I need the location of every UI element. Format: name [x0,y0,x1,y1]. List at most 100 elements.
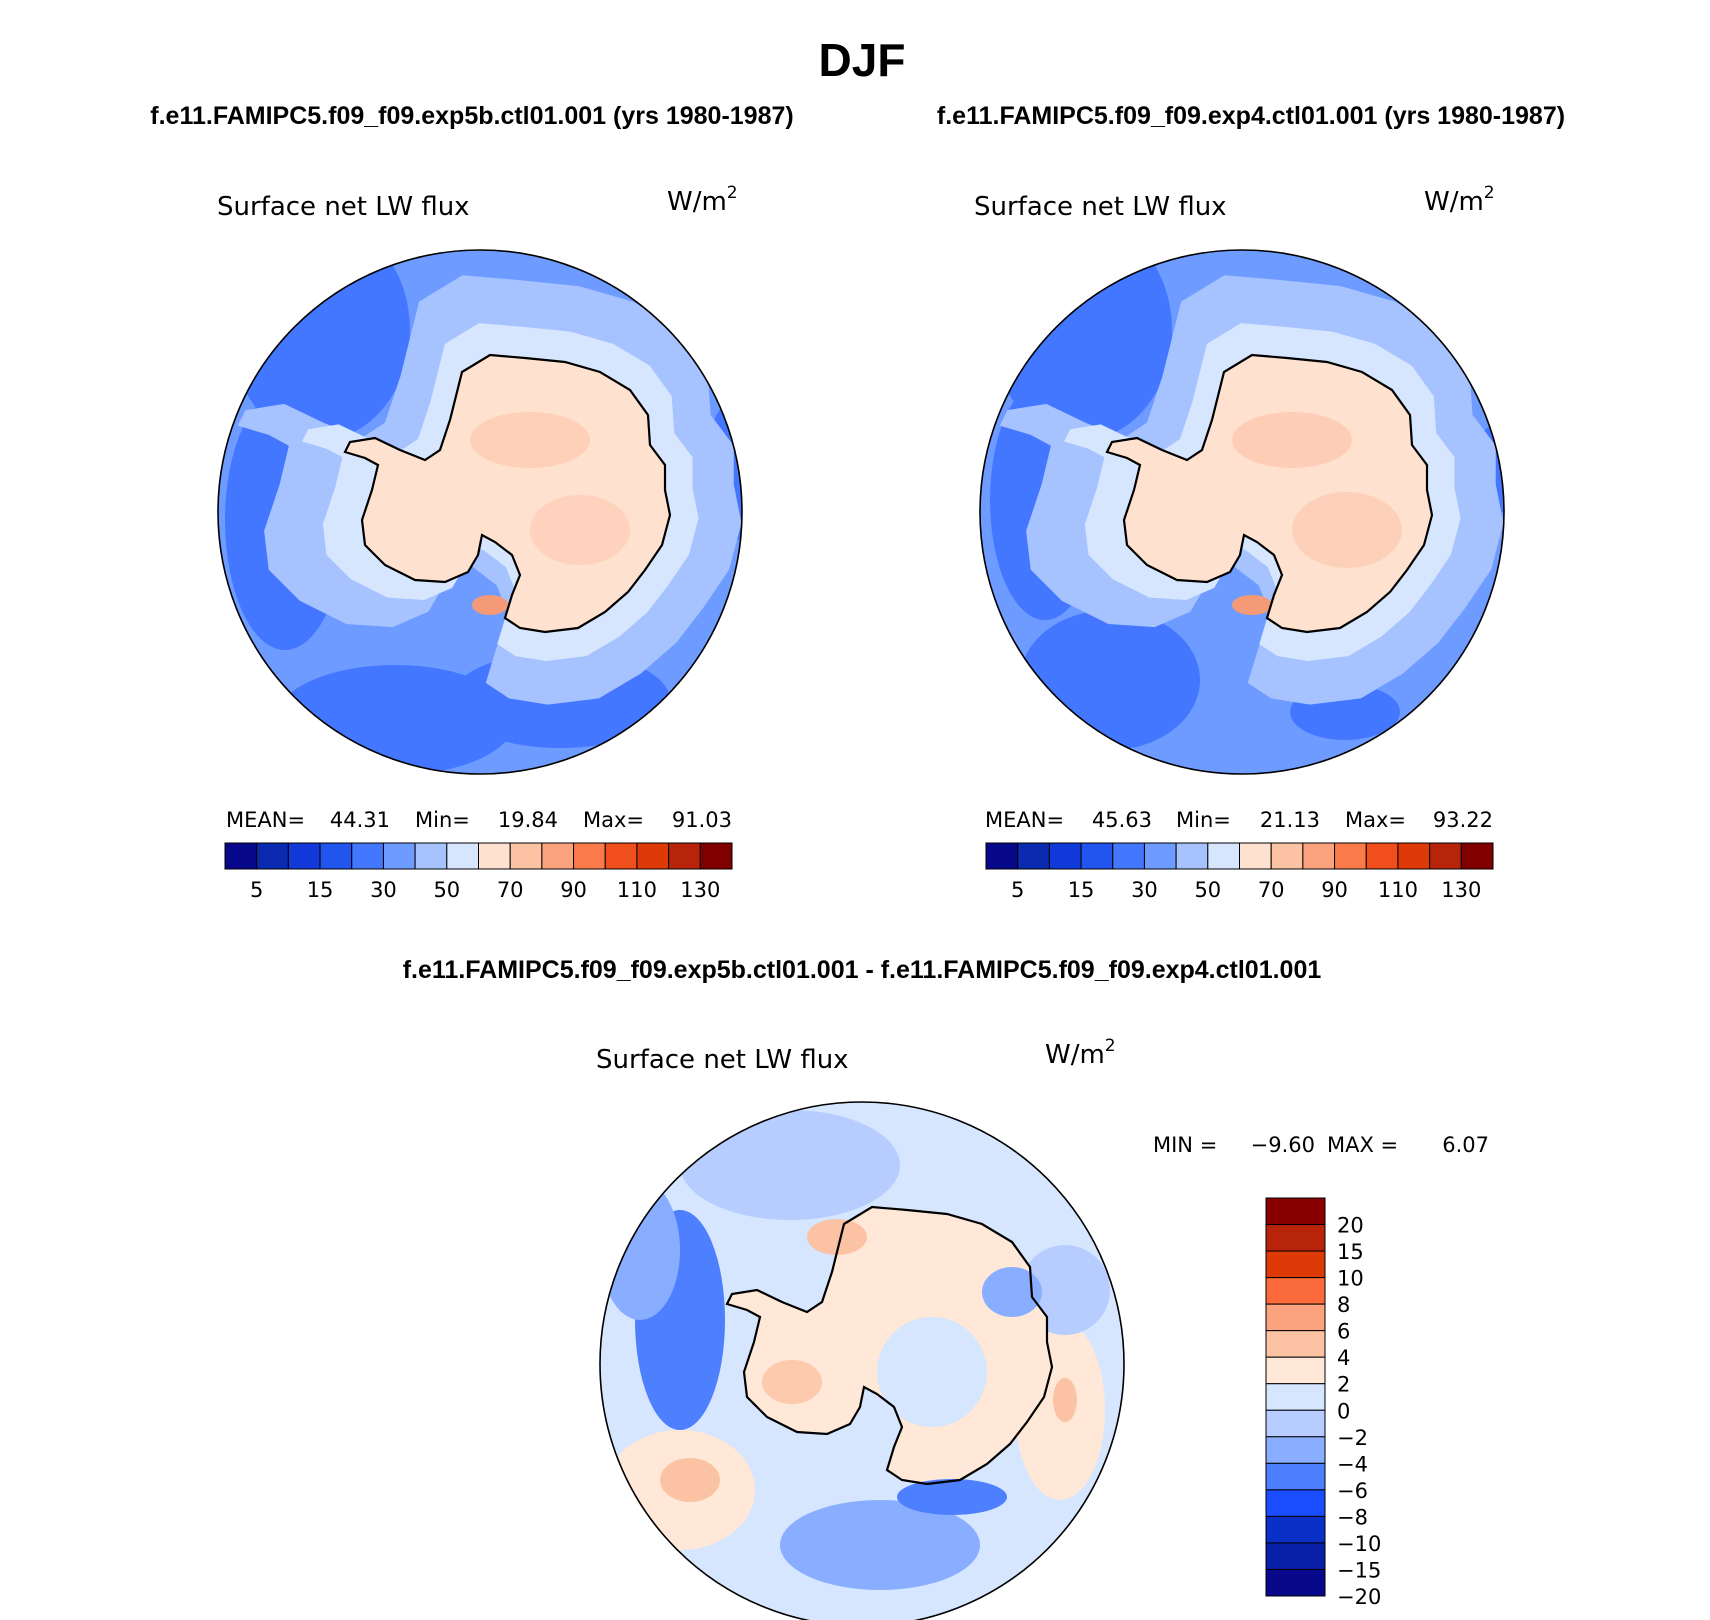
diff-colorbar-swatch [1265,1356,1326,1385]
diff-colorbar-swatch [1265,1383,1326,1411]
diff-colorbar-tick-label: 6 [1337,1320,1350,1344]
diff-map-border [599,1101,1125,1620]
panel2-colorbar-swatch [1270,842,1304,870]
panel1-mean-label: MEAN= [226,808,305,832]
panel1-colorbar-tick-label: 30 [370,878,397,902]
panel1-colorbar-swatch [541,842,575,870]
panel1-colorbar-tick-label: 5 [250,878,263,902]
panel1-colorbar-swatch [382,842,416,870]
diff-colorbar-swatch [1265,1515,1326,1544]
panel2-map-border [979,249,1505,775]
diff-colorbar-tick-label: 15 [1337,1240,1364,1264]
panel1-colorbar-swatch [509,842,543,870]
panel2-min-value: 21.13 [1260,808,1320,832]
panel1-max-label: Max= [583,808,644,832]
diff-map [600,1102,1124,1620]
diff-colorbar-swatch [1265,1462,1326,1491]
diff-colorbar-tick-label: 0 [1337,1399,1350,1423]
panel2-colorbar: 5 15 30 50 70 90 110 130 [985,842,1494,902]
panel1-colorbar-tick-label: 50 [433,878,460,902]
panel1-colorbar-swatch [224,842,258,870]
diff-colorbar-tick-label: 20 [1337,1214,1364,1238]
panel2-colorbar-tick-label: 15 [1068,878,1095,902]
panel1-colorbar-swatch [604,842,638,870]
panel2-colorbar-swatch [1239,842,1272,870]
panel2-max-value: 93.22 [1433,808,1493,832]
panel2-colorbar-tick-label: 70 [1258,878,1285,902]
main-title: DJF [819,34,906,86]
diff-colorbar-tick-label: −6 [1337,1479,1368,1503]
panel1-mean-value: 44.31 [330,808,390,832]
panel1-map [218,250,742,774]
panel1-colorbar-swatch [287,842,321,870]
panel2-colorbar-swatch [1080,842,1114,870]
panel1-colorbar-tick-label: 110 [617,878,657,902]
panel2-colorbar-tick-label: 30 [1131,878,1158,902]
panel2: Surface net LW flux W/m2 MEAN= 45.63 Min… [974,183,1505,902]
diff-case-title: f.e11.FAMIPC5.f09_f09.exp5b.ctl01.001 - … [403,956,1322,984]
panel2-map [980,250,1504,774]
panel2-colorbar-tick-label: 130 [1441,878,1481,902]
panel2-colorbar-swatch [1365,842,1399,870]
diff-colorbar-swatch [1265,1224,1326,1252]
panel2-field-label: Surface net LW flux [974,192,1227,222]
panel1-colorbar-tick-label: 90 [560,878,587,902]
panel1-colorbar-swatch [256,842,289,870]
diff-colorbar-swatch [1265,1197,1326,1226]
diff-colorbar-swatch [1265,1489,1326,1517]
diff-colorbar-tick-label: 4 [1337,1346,1350,1370]
diff-colorbar-tick-label: −8 [1337,1505,1368,1529]
panel1-colorbar-tick-label: 70 [497,878,524,902]
panel2-colorbar-swatch [1017,842,1050,870]
diff-panel: Surface net LW flux W/m2 MIN [596,1036,1489,1620]
panel1-case-title: f.e11.FAMIPC5.f09_f09.exp5b.ctl01.001 (y… [150,102,793,130]
diff-colorbar-tick-label: −15 [1337,1558,1381,1582]
panel1-colorbar-swatch [319,842,353,870]
diff-colorbar-swatch [1265,1330,1326,1358]
panel1-colorbar-swatch [446,842,479,870]
panel2-colorbar-swatch [985,842,1019,870]
panel2-case-title: f.e11.FAMIPC5.f09_f09.exp4.ctl01.001 (yr… [937,102,1565,130]
panel1-min-label: Min= [415,808,470,832]
panel2-colorbar-tick-label: 5 [1011,878,1024,902]
panel2-colorbar-swatch [1334,842,1367,870]
diff-field-label: Surface net LW flux [596,1045,849,1075]
panel1-colorbar-tick-label: 15 [307,878,334,902]
panel1-colorbar-tick-label: 130 [680,878,720,902]
panel1-colorbar-swatch [699,842,733,870]
panel1-colorbar-swatch [668,842,701,870]
diff-colorbar-tick-label: −20 [1337,1585,1381,1609]
panel1-units: W/m2 [667,183,738,217]
panel2-colorbar-swatch [1460,842,1494,870]
panel2-units: W/m2 [1424,183,1495,217]
panel2-colorbar-tick-label: 90 [1321,878,1348,902]
panel2-min-label: Min= [1176,808,1231,832]
panel1-colorbar-swatch [478,842,511,870]
diff-colorbar-swatch [1265,1277,1326,1305]
panel1-colorbar-swatch [636,842,670,870]
diff-colorbar-swatch [1265,1303,1326,1332]
diff-colorbar-swatch [1265,1542,1326,1570]
panel2-colorbar-swatch [1143,842,1177,870]
panel1-min-value: 19.84 [498,808,558,832]
panel2-colorbar-swatch [1302,842,1336,870]
panel1-field-label: Surface net LW flux [217,192,470,222]
diff-colorbar-swatch [1265,1250,1326,1279]
diff-colorbar-tick-label: −2 [1337,1426,1368,1450]
diff-colorbar-swatch [1265,1568,1326,1597]
diff-colorbar-tick-label: 8 [1337,1293,1350,1317]
panel2-colorbar-swatch [1429,842,1462,870]
panel2-colorbar-swatch [1175,842,1209,870]
panel1-colorbar-swatch [573,842,606,870]
diff-colorbar-tick-label: −4 [1337,1452,1368,1476]
diff-min-label: MIN = [1153,1133,1217,1157]
diff-max-value: 6.07 [1442,1133,1489,1157]
panel2-colorbar-tick-label: 110 [1378,878,1418,902]
diff-colorbar-swatch [1265,1409,1326,1438]
panel2-colorbar-swatch [1112,842,1145,870]
panel1-max-value: 91.03 [672,808,732,832]
panel2-colorbar-swatch [1048,842,1082,870]
panel1-colorbar-swatch [351,842,384,870]
